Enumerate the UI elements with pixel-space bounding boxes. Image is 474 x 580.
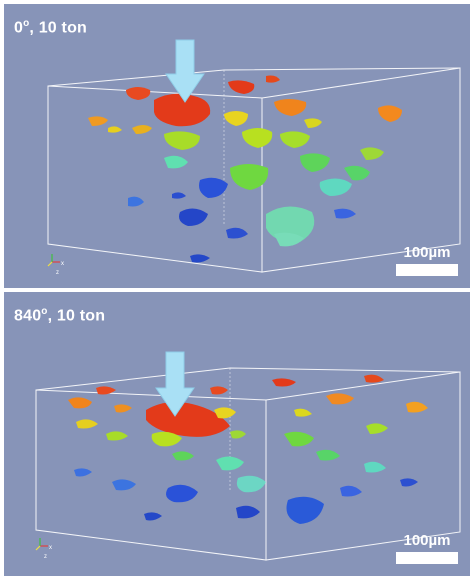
- svg-text:x: x: [49, 545, 52, 551]
- scale-bar: 100µm: [396, 244, 458, 276]
- panel-0-degrees: x z 0o, 10 ton 100µm: [4, 4, 470, 288]
- volume-render-top: x z: [47, 39, 461, 276]
- svg-text:z: z: [56, 270, 59, 276]
- arrow-down-icon: [165, 39, 205, 103]
- particle-cloud: [88, 75, 402, 263]
- scale-bar-label: 100µm: [403, 244, 451, 261]
- scale-bar-line: [396, 552, 458, 564]
- panel-840-degrees: x z 840o, 10 ton 100µm: [4, 292, 470, 576]
- scale-bar: 100µm: [396, 532, 458, 564]
- panel-title: 840o, 10 ton: [14, 306, 106, 325]
- scale-bar-label: 100µm: [403, 532, 451, 549]
- bounding-box: [35, 367, 461, 561]
- panel-title: 0o, 10 ton: [14, 18, 88, 37]
- volume-render-bottom: x z: [35, 351, 461, 561]
- svg-text:x: x: [61, 261, 64, 267]
- axis-triad-icon: x z: [47, 254, 64, 276]
- particle-cloud: [68, 374, 428, 524]
- svg-text:z: z: [44, 554, 47, 560]
- axis-triad-icon: x z: [35, 538, 52, 560]
- arrow-down-icon: [155, 351, 195, 417]
- scale-bar-line: [396, 264, 458, 276]
